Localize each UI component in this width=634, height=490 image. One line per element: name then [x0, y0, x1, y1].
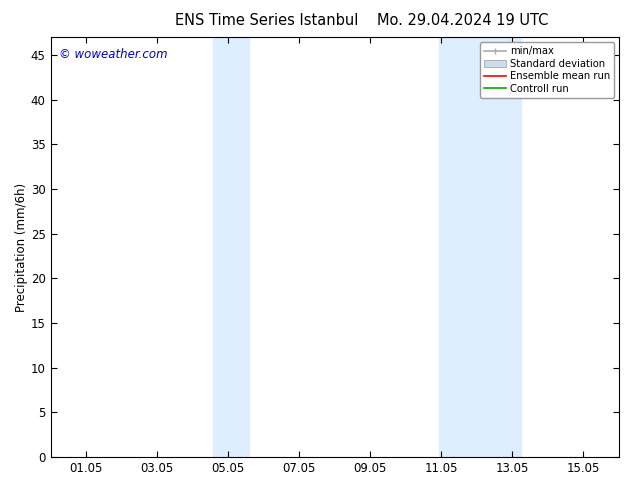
Legend: min/max, Standard deviation, Ensemble mean run, Controll run: min/max, Standard deviation, Ensemble me… [480, 42, 614, 98]
Text: Mo. 29.04.2024 19 UTC: Mo. 29.04.2024 19 UTC [377, 13, 548, 28]
Text: © woweather.com: © woweather.com [59, 48, 167, 61]
Y-axis label: Precipitation (mm/6h): Precipitation (mm/6h) [15, 183, 28, 312]
Text: ENS Time Series Istanbul: ENS Time Series Istanbul [174, 13, 358, 28]
Bar [439, 37, 521, 457]
Bar [213, 37, 249, 457]
